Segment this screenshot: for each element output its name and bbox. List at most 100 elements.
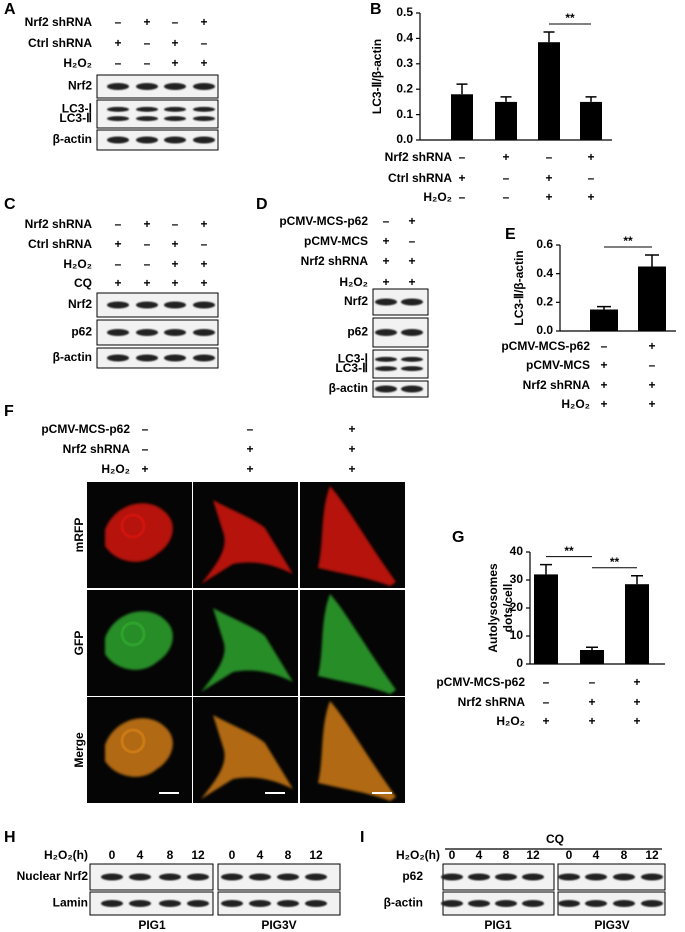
band bbox=[129, 873, 151, 881]
band bbox=[164, 354, 186, 362]
time-point: 12 bbox=[191, 848, 205, 862]
bar bbox=[451, 94, 473, 140]
blot-label: p62 bbox=[347, 325, 368, 339]
band bbox=[107, 301, 129, 309]
y-tick-label: 0.2 bbox=[396, 81, 413, 95]
panel-letter: B bbox=[370, 1, 382, 18]
significance-label: ** bbox=[565, 11, 575, 25]
blot-frame bbox=[89, 891, 214, 916]
condition-label: pCMV-MCS-p62 bbox=[41, 422, 130, 436]
condition-sign: – bbox=[115, 56, 122, 70]
nucleus bbox=[120, 621, 146, 647]
error-bar bbox=[543, 31, 555, 43]
condition-sign: + bbox=[633, 714, 640, 728]
condition-sign: – bbox=[201, 237, 208, 251]
condition-label: pCMV-MCS-p62 bbox=[501, 339, 590, 353]
band bbox=[164, 116, 186, 122]
condition-sign: – bbox=[172, 217, 179, 231]
band bbox=[613, 900, 635, 907]
panel-letter: C bbox=[4, 196, 16, 213]
band bbox=[401, 298, 423, 306]
condition-sign: + bbox=[171, 257, 178, 271]
micrograph bbox=[193, 590, 298, 696]
condition-sign: – bbox=[115, 15, 122, 29]
condition-label: Nrf2 shRNA bbox=[63, 442, 131, 456]
blot-label: Nrf2 bbox=[68, 79, 92, 93]
panel-letter: E bbox=[505, 226, 516, 243]
condition-sign: + bbox=[141, 462, 148, 476]
band bbox=[401, 356, 423, 362]
band bbox=[495, 873, 517, 881]
bar bbox=[638, 266, 666, 331]
condition-sign: + bbox=[588, 695, 595, 709]
group-label: PIG1 bbox=[484, 918, 512, 932]
condition-sign: – bbox=[503, 190, 510, 204]
band bbox=[641, 900, 663, 907]
error-bar bbox=[597, 305, 611, 310]
band bbox=[187, 873, 209, 881]
condition-label: Ctrl shRNA bbox=[28, 237, 92, 251]
time-point: 12 bbox=[645, 848, 659, 862]
condition-sign: + bbox=[143, 276, 150, 290]
nucleus bbox=[120, 728, 146, 754]
condition-sign: – bbox=[409, 234, 416, 248]
channel-label: mRFP bbox=[72, 518, 86, 553]
condition-sign: – bbox=[459, 150, 466, 164]
condition-sign: + bbox=[200, 276, 207, 290]
micrograph bbox=[87, 590, 192, 696]
cell bbox=[105, 611, 173, 670]
time-point: 4 bbox=[137, 848, 144, 862]
band bbox=[375, 385, 397, 393]
cell bbox=[318, 594, 396, 694]
channel-label: Merge bbox=[72, 732, 86, 768]
significance-label: ** bbox=[610, 555, 620, 569]
blot-label: β-actin bbox=[53, 350, 92, 364]
band bbox=[164, 136, 186, 144]
group-label: PIG3V bbox=[594, 918, 629, 932]
bar bbox=[495, 101, 517, 140]
micrograph bbox=[193, 697, 298, 803]
time-point: 0 bbox=[229, 848, 236, 862]
time-point: 8 bbox=[503, 848, 510, 862]
panel-letter: I bbox=[360, 829, 364, 846]
condition-label: Nrf2 shRNA bbox=[25, 217, 93, 231]
condition-sign: + bbox=[600, 378, 607, 392]
band bbox=[107, 116, 129, 122]
condition-sign: – bbox=[144, 36, 151, 50]
condition-label: Nrf2 shRNA bbox=[25, 15, 93, 29]
condition-sign: + bbox=[143, 15, 150, 29]
condition-sign: – bbox=[144, 56, 151, 70]
condition-sign: – bbox=[144, 257, 151, 271]
time-point: 0 bbox=[566, 848, 573, 862]
condition-sign: – bbox=[649, 358, 656, 372]
condition-sign: + bbox=[545, 190, 552, 204]
treatment-label: CQ bbox=[546, 832, 564, 846]
condition-sign: + bbox=[200, 257, 207, 271]
condition-sign: + bbox=[408, 254, 415, 268]
y-axis-label: LC3-Ⅱ/β-actin bbox=[370, 39, 384, 114]
band bbox=[558, 900, 580, 907]
cell bbox=[201, 715, 293, 799]
condition-label: H₂O₂ bbox=[101, 462, 130, 476]
blot-label: Lamin bbox=[53, 896, 88, 910]
condition-sign: – bbox=[142, 442, 149, 456]
condition-sign: + bbox=[588, 714, 595, 728]
significance-label: ** bbox=[623, 234, 633, 248]
group-label: PIG1 bbox=[138, 918, 166, 932]
condition-label: Ctrl shRNA bbox=[28, 36, 92, 50]
blot-label: Nuclear Nrf2 bbox=[17, 869, 89, 883]
bar bbox=[538, 42, 560, 140]
condition-sign: + bbox=[246, 462, 253, 476]
band bbox=[193, 136, 215, 144]
time-point: 12 bbox=[309, 848, 323, 862]
band bbox=[249, 873, 271, 881]
cell bbox=[318, 486, 396, 586]
band bbox=[558, 873, 580, 881]
condition-sign: – bbox=[546, 150, 553, 164]
time-point: 0 bbox=[449, 848, 456, 862]
condition-sign: – bbox=[201, 36, 208, 50]
time-point: 12 bbox=[526, 848, 540, 862]
channel-label: GFP bbox=[72, 631, 86, 656]
